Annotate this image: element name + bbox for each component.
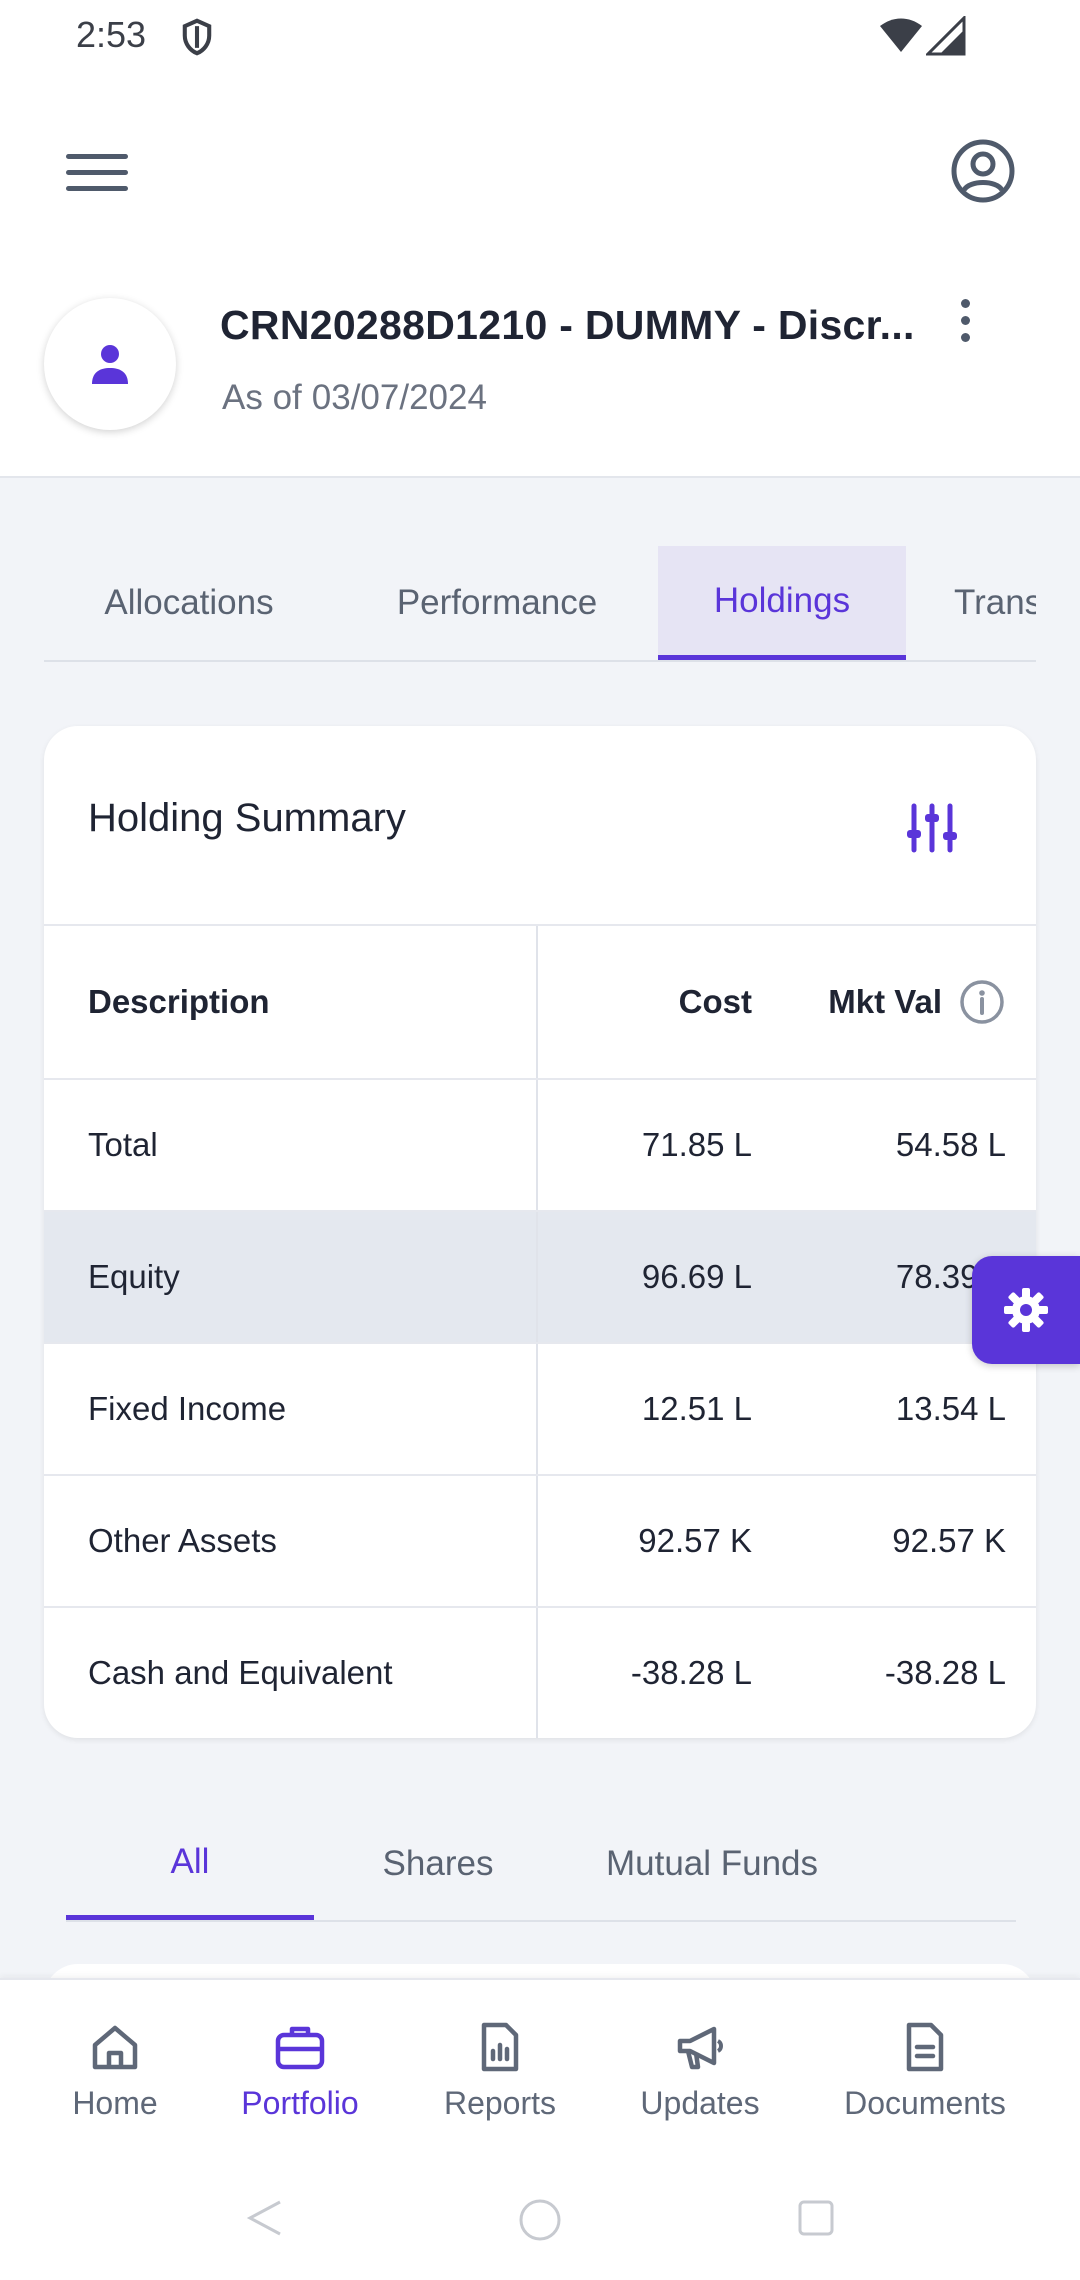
person-icon xyxy=(92,345,128,384)
table-row[interactable]: Total 71.85 L 54.58 L xyxy=(44,1078,1036,1210)
tab-allocations[interactable]: Allocations xyxy=(104,583,274,622)
settings-button[interactable] xyxy=(972,1256,1080,1364)
gear-icon xyxy=(1004,1288,1048,1332)
shield-icon xyxy=(182,18,212,56)
subtab-shares[interactable]: Shares xyxy=(382,1844,494,1883)
status-bar: 2:53 xyxy=(0,0,1080,72)
system-navigation-bar xyxy=(0,2158,1080,2280)
nav-label: Reports xyxy=(443,2084,557,2121)
nav-documents[interactable]: Documents xyxy=(830,1980,1020,2160)
subtab-mutual-funds[interactable]: Mutual Funds xyxy=(605,1844,819,1883)
nav-label: Portfolio xyxy=(241,2084,359,2121)
holdings-filter-tabs: All Shares Mutual Funds xyxy=(66,1808,1016,1922)
nav-label: Documents xyxy=(844,2084,1006,2121)
account-circle-icon[interactable] xyxy=(950,138,1016,204)
nav-reports[interactable]: Reports xyxy=(420,1980,580,2160)
bottom-navigation: Home Portfolio Reports Updates xyxy=(0,1978,1080,2158)
info-icon[interactable] xyxy=(958,978,1006,1026)
table-row[interactable]: Other Assets 92.57 K 92.57 K xyxy=(44,1474,1036,1606)
nav-portfolio[interactable]: Portfolio xyxy=(220,1980,380,2160)
nav-label: Updates xyxy=(640,2084,760,2121)
as-of-date: As of 03/07/2024 xyxy=(222,378,487,418)
table-row[interactable]: Equity 96.69 L 78.39 L xyxy=(44,1210,1036,1342)
nav-updates[interactable]: Updates xyxy=(620,1980,780,2160)
as-of-label: As of xyxy=(222,378,302,417)
filter-sliders-icon[interactable] xyxy=(904,800,960,856)
home-icon xyxy=(92,2025,138,2069)
back-triangle-icon[interactable] xyxy=(244,2198,284,2238)
status-time: 2:53 xyxy=(76,14,147,55)
hamburger-menu-icon[interactable] xyxy=(62,142,132,202)
table-header-row: Description Cost Mkt Val xyxy=(44,924,1036,1078)
nav-label: Home xyxy=(72,2084,158,2121)
tab-performance[interactable]: Performance xyxy=(396,583,598,622)
briefcase-icon xyxy=(275,2026,325,2069)
subtab-all[interactable]: All xyxy=(66,1808,314,1920)
recent-apps-icon[interactable] xyxy=(796,2198,836,2238)
megaphone-icon xyxy=(677,2026,723,2069)
table-row[interactable]: Cash and Equivalent -38.28 L -38.28 L xyxy=(44,1606,1036,1738)
as-of-value: 03/07/2024 xyxy=(311,378,487,417)
holding-summary-table: Description Cost Mkt Val Total 71.85 L 5… xyxy=(44,924,1036,1738)
document-icon xyxy=(906,2022,944,2071)
signal-icon xyxy=(926,16,966,56)
reports-icon xyxy=(481,2022,519,2071)
column-header-cost[interactable]: Cost xyxy=(678,983,752,1020)
wifi-icon xyxy=(880,18,922,52)
tab-transactions[interactable]: Trans xyxy=(954,583,1036,622)
avatar xyxy=(44,298,176,430)
column-header-description[interactable]: Description xyxy=(88,983,270,1020)
more-vertical-icon[interactable] xyxy=(940,290,990,350)
nav-home[interactable]: Home xyxy=(40,1980,190,2160)
card-title: Holding Summary xyxy=(88,796,406,840)
holding-summary-card: Holding Summary Description Cost Mkt Val xyxy=(44,726,1036,1738)
table-row[interactable]: Fixed Income 12.51 L 13.54 L xyxy=(44,1342,1036,1474)
app-header: CRN20288D1210 - DUMMY - Discr... As of 03… xyxy=(0,72,1080,478)
column-header-mkt-val[interactable]: Mkt Val xyxy=(828,983,942,1020)
home-circle-icon[interactable] xyxy=(518,2198,562,2242)
tab-holdings[interactable]: Holdings xyxy=(658,546,906,660)
account-name: CRN20288D1210 - DUMMY - Discr... xyxy=(220,302,915,348)
portfolio-tabs: Allocations Performance Holdings Trans xyxy=(44,546,1036,662)
